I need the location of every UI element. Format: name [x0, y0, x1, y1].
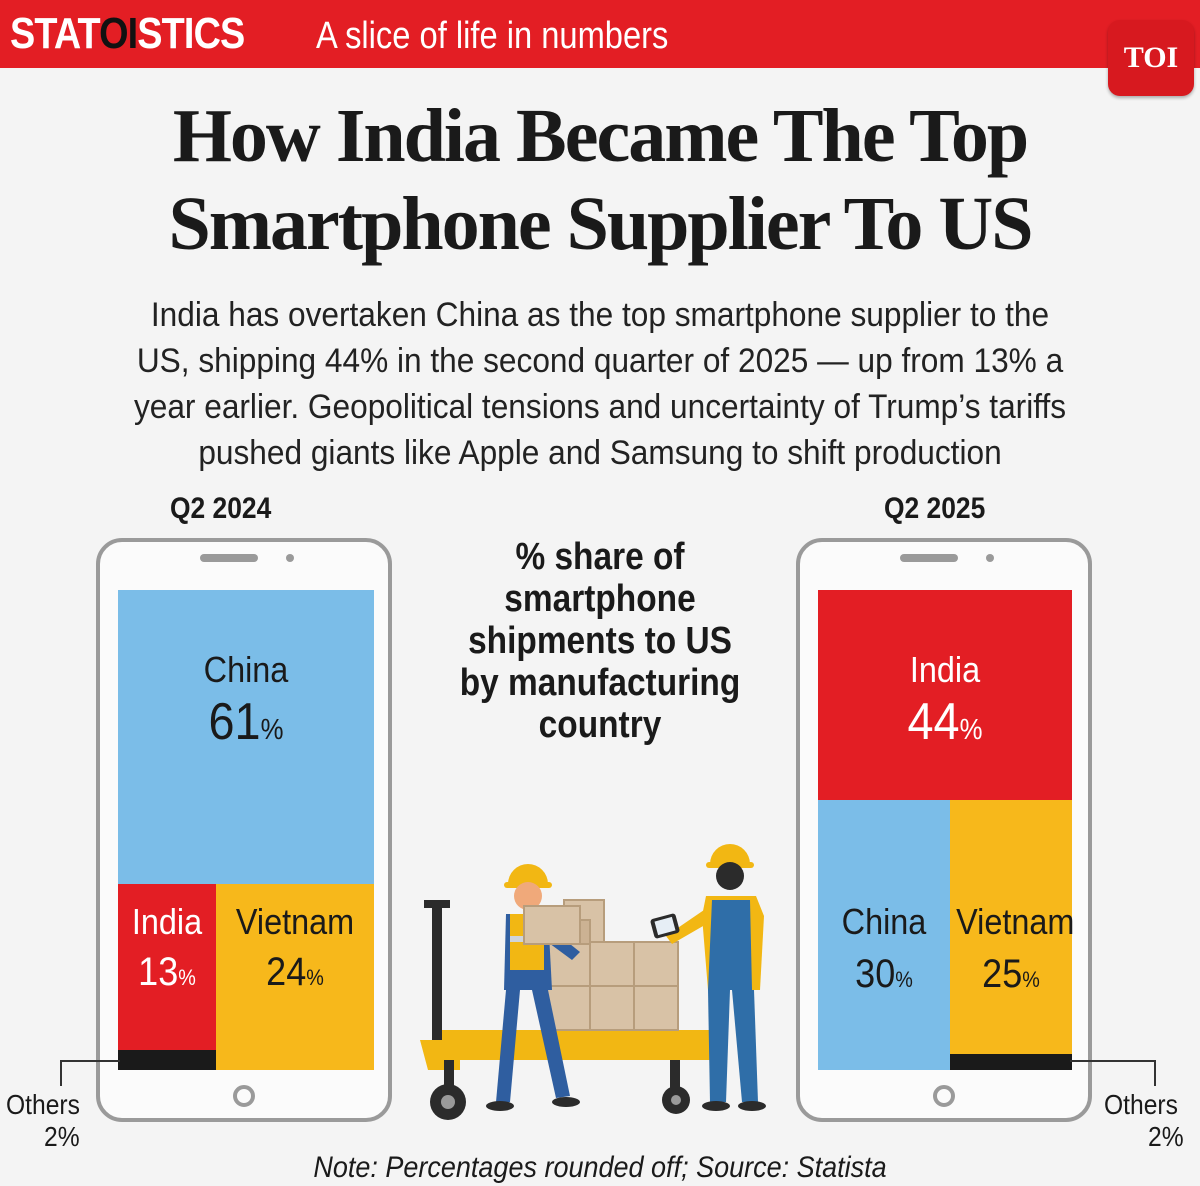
leader-line: [1070, 1060, 1156, 1062]
worker-carrying-box-icon: [486, 864, 581, 1111]
center-title-line: country: [538, 704, 662, 746]
phone-camera: [286, 554, 294, 562]
phone-speaker: [900, 554, 958, 562]
home-button-icon: [233, 1085, 255, 1107]
phone-camera: [986, 554, 994, 562]
block-label: China: [841, 901, 927, 942]
headline-line-2: Smartphone Supplier To US: [168, 182, 1033, 266]
center-title-line: shipments to US: [468, 620, 732, 662]
leader-line: [1154, 1060, 1156, 1086]
treemap-block-others-2024: [118, 1050, 216, 1070]
worker-with-tablet-icon: [650, 844, 766, 1111]
intro-line-3: year earlier. Geopolitical tensions and …: [133, 388, 1067, 426]
treemap-block-china-2025: China 30%: [818, 800, 950, 1070]
block-value: 13%: [138, 950, 196, 994]
block-label: Vietnam: [956, 901, 1075, 942]
block-label: India: [909, 649, 981, 690]
treemap-block-india-2024: India 13%: [118, 884, 216, 1050]
block-value: 25%: [982, 952, 1040, 996]
block-label: India: [131, 901, 203, 942]
block-label: China: [203, 649, 289, 690]
home-button-icon: [933, 1085, 955, 1107]
phone-speaker: [200, 554, 258, 562]
brand-title: STATOISTICS: [10, 9, 245, 58]
source-note: Note: Percentages rounded off; Source: S…: [313, 1151, 887, 1184]
block-value: 30%: [855, 952, 913, 996]
intro-text: India has overtaken China as the top sma…: [61, 292, 1140, 476]
leader-line: [60, 1060, 120, 1062]
headline: How India Became The Top Smartphone Supp…: [0, 92, 1200, 268]
treemap-block-vietnam-2024: Vietnam 24%: [216, 884, 374, 1070]
others-value-2025: 2%: [1148, 1121, 1184, 1152]
block-value: 44%: [907, 693, 983, 751]
others-label-2025: Others: [1104, 1089, 1178, 1120]
center-title-line: % share of: [515, 536, 685, 578]
block-label: Vietnam: [235, 901, 355, 942]
tagline: A slice of life in numbers: [316, 15, 669, 57]
intro-line-1: India has overtaken China as the top sma…: [150, 296, 1050, 334]
others-value-2024: 2%: [44, 1121, 80, 1152]
center-title-line: smartphone: [504, 578, 696, 620]
intro-line-4: pushed giants like Apple and Samsung to …: [198, 434, 1002, 472]
header-bar: STATOISTICS A slice of life in numbers: [0, 0, 1200, 68]
block-value: 24%: [266, 950, 324, 994]
chart-center-title: % share of smartphone shipments to US by…: [442, 536, 759, 746]
block-value: 61%: [208, 693, 284, 751]
treemap-block-china-2024: China 61%: [118, 590, 374, 884]
treemap-block-others-2025: [950, 1054, 1072, 1070]
treemap-block-vietnam-2025: Vietnam 25%: [950, 800, 1075, 1054]
center-title-line: by manufacturing: [459, 662, 741, 704]
treemap-block-india-2025: India 44%: [818, 590, 1072, 800]
others-label-2024: Others: [6, 1089, 80, 1120]
chart-title-2025: Q2 2025: [884, 492, 986, 525]
headline-line-1: How India Became The Top: [172, 94, 1029, 178]
warehouse-workers-illustration: [420, 844, 766, 1120]
intro-line-2: US, shipping 44% in the second quarter o…: [136, 342, 1064, 380]
toi-logo: TOI: [1108, 20, 1194, 96]
leader-line: [60, 1060, 62, 1086]
chart-title-2024: Q2 2024: [170, 492, 272, 525]
